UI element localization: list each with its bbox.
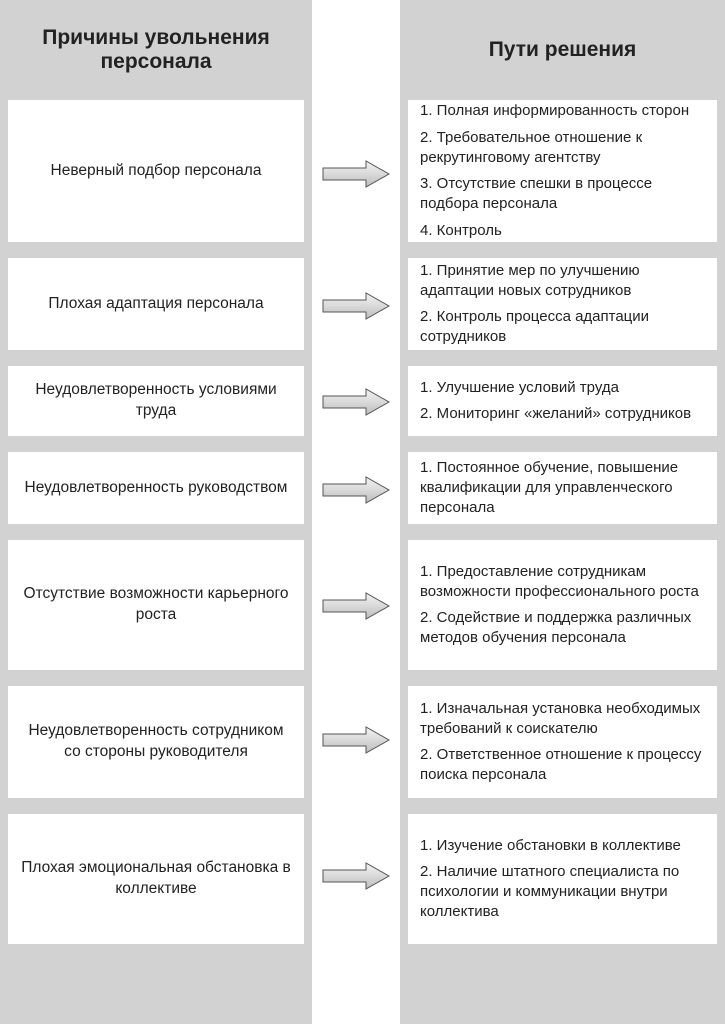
solution-box: 1. Изучение обстановки в коллективе 2. На… <box>408 814 717 944</box>
arrow-column <box>312 0 400 1024</box>
cause-text: Неудовлетворенность руководством <box>25 478 288 499</box>
solution-item: 4. Контроль <box>420 221 705 241</box>
arrow-icon <box>322 160 390 188</box>
solution-item: 1. Постоянное обучение, повышение квалиф… <box>420 458 705 519</box>
cause-box: Неверный подбор персонала <box>8 100 304 242</box>
arrow-holder <box>322 292 390 320</box>
solution-item: 1. Полная информированность сторон <box>420 101 705 121</box>
cause-box: Плохая адаптация персонала <box>8 258 304 350</box>
cause-text: Отсутствие возможности карьерного роста <box>20 584 292 626</box>
cause-box: Неудовлетворенность условиями труда <box>8 366 304 436</box>
arrow-holder <box>322 726 390 754</box>
arrow-holder <box>322 388 390 416</box>
arrow-icon <box>322 388 390 416</box>
cause-box: Неудовлетворенность сотрудником со сторо… <box>8 686 304 798</box>
cause-text: Плохая эмоциональная обстановка в коллек… <box>20 858 292 900</box>
solution-item: 2. Контроль процесса адаптации сотрудник… <box>420 307 705 348</box>
solution-box: 1. Улучшение условий труда 2. Мониторинг … <box>408 366 717 436</box>
arrow-holder <box>322 476 390 504</box>
solution-box: 1. Постоянное обучение, повышение квалиф… <box>408 452 717 524</box>
arrow-holder <box>322 160 390 188</box>
causes-column: Причины увольнения персонала Неверный по… <box>0 0 312 1024</box>
solutions-column: Пути решения 1. Полная информированность… <box>400 0 725 1024</box>
solution-item: 2. Мониторинг «желаний» сотрудников <box>420 404 705 424</box>
cause-text: Неудовлетворенность условиями труда <box>20 380 292 422</box>
arrow-icon <box>322 476 390 504</box>
solution-item: 1. Принятие мер по улучшению адаптации н… <box>420 261 705 302</box>
cause-box: Плохая эмоциональная обстановка в коллек… <box>8 814 304 944</box>
solution-item: 3. Отсутствие спешки в процессе подбора … <box>420 174 705 215</box>
arrow-icon <box>322 592 390 620</box>
arrow-icon <box>322 726 390 754</box>
cause-text: Плохая адаптация персонала <box>48 294 263 315</box>
solution-box: 1. Изначальная установка необходимых тре… <box>408 686 717 798</box>
arrow-holder <box>322 862 390 890</box>
solution-box: 1. Полная информированность сторон 2. Тре… <box>408 100 717 242</box>
solution-item: 2. Требовательное отношение к рекрутинго… <box>420 128 705 169</box>
cause-text: Неверный подбор персонала <box>51 161 262 182</box>
solution-item: 2. Ответственное отношение к процессу по… <box>420 745 705 786</box>
arrow-holder <box>322 592 390 620</box>
cause-text: Неудовлетворенность сотрудником со сторо… <box>20 721 292 763</box>
solution-item: 2. Содействие и поддержка различных мето… <box>420 608 705 649</box>
solution-item: 2. Наличие штатного специалиста по психо… <box>420 862 705 923</box>
solutions-header: Пути решения <box>408 0 717 100</box>
causes-header: Причины увольнения персонала <box>8 0 304 100</box>
solution-item: 1. Изначальная установка необходимых тре… <box>420 699 705 740</box>
cause-box: Отсутствие возможности карьерного роста <box>8 540 304 670</box>
solution-item: 1. Изучение обстановки в коллективе <box>420 836 705 856</box>
cause-box: Неудовлетворенность руководством <box>8 452 304 524</box>
arrow-icon <box>322 292 390 320</box>
diagram-container: Причины увольнения персонала Неверный по… <box>0 0 725 1024</box>
arrow-icon <box>322 862 390 890</box>
solution-item: 1. Предоставление сотрудникам возможност… <box>420 562 705 603</box>
solution-item: 1. Улучшение условий труда <box>420 378 705 398</box>
solution-box: 1. Принятие мер по улучшению адаптации н… <box>408 258 717 350</box>
solution-box: 1. Предоставление сотрудникам возможност… <box>408 540 717 670</box>
